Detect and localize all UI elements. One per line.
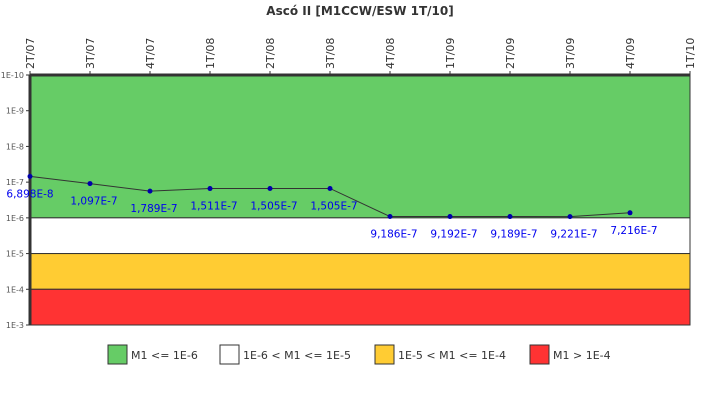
data-point — [27, 173, 33, 179]
legend-swatch — [529, 344, 550, 365]
data-point — [267, 185, 273, 191]
data-label: 7,216E-7 — [610, 225, 657, 237]
data-point — [387, 214, 393, 220]
data-label: 1,511E-7 — [190, 201, 237, 213]
x-tick-label: 3T/08 — [324, 38, 337, 69]
legend-swatch — [219, 344, 240, 365]
risk-band — [29, 74, 691, 219]
data-point — [207, 186, 213, 192]
x-tick-label: 2T/08 — [264, 38, 277, 69]
data-point — [327, 185, 333, 191]
legend-label: M1 <= 1E-6 — [131, 349, 198, 362]
y-tick-label: 1E-7 — [6, 178, 24, 187]
x-tick-label: 3T/07 — [84, 38, 97, 69]
data-label: 9,221E-7 — [550, 229, 597, 241]
x-tick-label: 4T/09 — [624, 38, 637, 69]
y-tick-label: 1E-9 — [6, 107, 24, 116]
y-tick-label: 1E-3 — [6, 321, 24, 330]
legend-label: M1 > 1E-4 — [553, 349, 611, 362]
data-label: 1,505E-7 — [250, 200, 297, 212]
y-tick-label: 1E-10 — [1, 71, 24, 80]
data-label: 1,505E-7 — [310, 200, 357, 212]
risk-band — [29, 217, 691, 255]
x-tick-label: 2T/09 — [504, 38, 517, 69]
x-tick-label: 3T/09 — [564, 38, 577, 69]
data-label: 9,186E-7 — [370, 229, 417, 241]
x-tick-label: 4T/08 — [384, 38, 397, 69]
y-tick-label: 1E-4 — [6, 285, 24, 294]
chart-title: Ascó II [M1CCW/ESW 1T/10] — [266, 4, 453, 18]
data-point — [147, 188, 153, 194]
legend-label: 1E-5 < M1 <= 1E-4 — [398, 349, 506, 362]
y-tick-label: 1E-8 — [6, 142, 24, 151]
data-label: 1,789E-7 — [130, 203, 177, 215]
data-point — [627, 210, 633, 216]
risk-band — [29, 253, 691, 290]
x-tick-label: 2T/07 — [24, 38, 37, 69]
data-point — [447, 214, 453, 220]
x-tick-label: 1T/09 — [444, 38, 457, 69]
data-point — [567, 214, 573, 220]
data-point — [87, 181, 93, 187]
data-label: 6,898E-8 — [6, 188, 53, 200]
legend-swatch — [374, 344, 395, 365]
x-tick-label: 1T/08 — [204, 38, 217, 69]
legend-swatch — [107, 344, 128, 365]
y-tick-label: 1E-6 — [6, 214, 24, 223]
data-label: 9,192E-7 — [430, 229, 477, 241]
risk-band — [29, 288, 691, 326]
data-label: 1,097E-7 — [70, 196, 117, 208]
legend-label: 1E-6 < M1 <= 1E-5 — [243, 349, 351, 362]
data-label: 9,189E-7 — [490, 229, 537, 241]
y-tick-label: 1E-5 — [6, 250, 24, 259]
x-tick-label: 4T/07 — [144, 38, 157, 69]
x-tick-label: 1T/10 — [684, 38, 697, 69]
data-point — [507, 214, 513, 220]
